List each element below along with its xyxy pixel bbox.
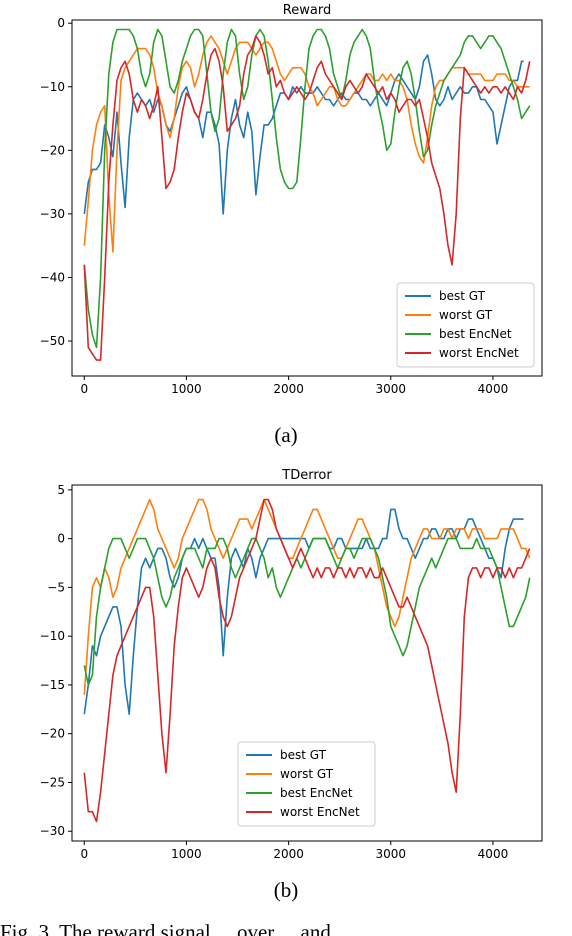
series-line-best-gt: [83, 508, 524, 715]
legend: best GT worst GT best EncNet worst EncNet: [396, 282, 535, 368]
legend-label: best GT: [280, 748, 327, 762]
x-tick-label: 0: [80, 847, 88, 861]
series-line-best-encnet: [83, 537, 531, 686]
legend-label: worst EncNet: [439, 346, 519, 360]
y-tick-label: −5: [47, 580, 65, 594]
x-tick-label: 4000: [478, 847, 509, 861]
caption-a: (a): [274, 423, 298, 447]
y-tick-label: −25: [40, 775, 65, 789]
figure-caption: Fig. 3. The reward signal ... over ... a…: [0, 920, 352, 936]
series-line-worst-encnet: [83, 35, 531, 361]
y-tick-label: −30: [40, 824, 65, 838]
caption-b: (b): [273, 878, 299, 902]
reward-chart: Reward 0 1000 2000 3000 4000 0 −10 −20 −30 −40 −50 b…: [40, 3, 543, 396]
plot-frame: [71, 484, 543, 842]
y-tick-label: −20: [40, 727, 65, 741]
series-line-worst-gt: [83, 498, 531, 695]
series-line-best-encnet: [83, 28, 531, 349]
y-tick-label: 5: [57, 483, 65, 497]
legend-label: worst GT: [439, 308, 493, 322]
y-tick-label: −10: [40, 80, 65, 94]
chart-title: Reward: [283, 3, 331, 18]
x-tick-label: 3000: [376, 847, 407, 861]
chart-title: TDerror: [281, 468, 332, 483]
x-tick-label: 1000: [171, 847, 202, 861]
x-tick-label: 4000: [478, 382, 509, 396]
legend-label: best EncNet: [280, 786, 353, 800]
y-tick-label: −20: [40, 143, 65, 157]
legend-label: best EncNet: [439, 327, 512, 341]
series-line-worst-encnet: [83, 498, 531, 823]
x-tick-label: 2000: [273, 382, 304, 396]
plot-frame: [71, 19, 543, 377]
y-tick-label: −30: [40, 207, 65, 221]
y-tick-label: −10: [40, 629, 65, 643]
y-tick-label: −40: [40, 270, 65, 284]
legend-label: best GT: [439, 289, 486, 303]
y-tick-label: −15: [40, 678, 65, 692]
x-tick-label: 1000: [171, 382, 202, 396]
legend-label: worst GT: [280, 767, 334, 781]
legend: best GT worst GT best EncNet worst EncNet: [237, 741, 376, 827]
x-tick-label: 2000: [273, 847, 304, 861]
x-tick-label: 3000: [376, 382, 407, 396]
tderror-chart: TDerror 0 1000 2000 3000 4000 5 0 −5 −10 −15 −20 −25…: [40, 468, 543, 861]
y-tick-label: 0: [57, 532, 65, 546]
y-tick-label: 0: [57, 16, 65, 30]
legend-label: worst EncNet: [280, 805, 360, 819]
y-tick-label: −50: [40, 334, 65, 348]
x-tick-label: 0: [80, 382, 88, 396]
